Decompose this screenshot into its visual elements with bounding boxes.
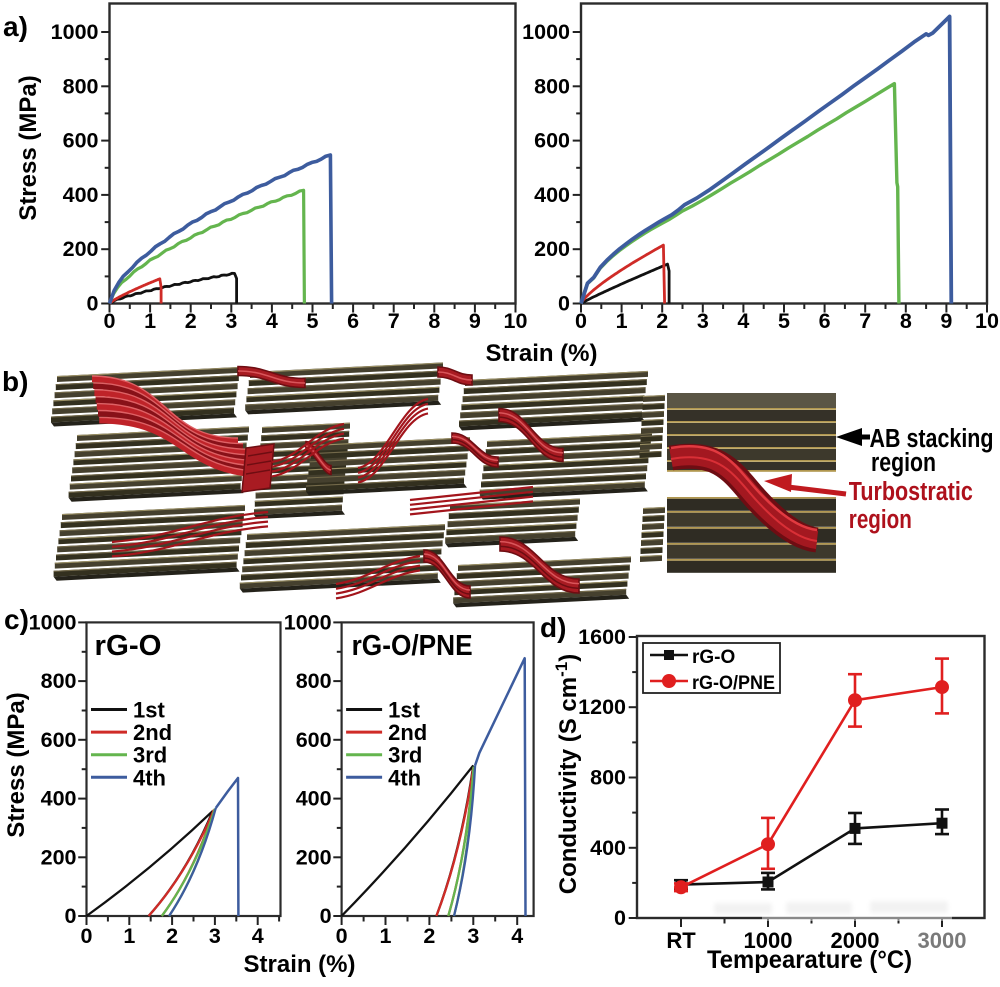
svg-text:10: 10 xyxy=(975,309,999,333)
svg-text:0: 0 xyxy=(87,292,99,316)
svg-text:600: 600 xyxy=(41,728,77,752)
svg-text:400: 400 xyxy=(590,836,626,860)
svg-text:5: 5 xyxy=(307,309,319,333)
svg-text:Strain (%): Strain (%) xyxy=(486,340,598,367)
svg-text:Turbostratic: Turbostratic xyxy=(849,478,973,506)
svg-text:200: 200 xyxy=(41,845,77,869)
svg-text:1000: 1000 xyxy=(29,610,77,634)
svg-text:200: 200 xyxy=(63,237,99,261)
svg-text:600: 600 xyxy=(296,728,332,752)
svg-text:Stress (MPa): Stress (MPa) xyxy=(3,692,30,837)
svg-text:3: 3 xyxy=(225,309,237,333)
svg-text:1: 1 xyxy=(380,924,392,948)
svg-text:2nd: 2nd xyxy=(133,720,172,745)
svg-text:400: 400 xyxy=(296,787,332,811)
svg-text:3: 3 xyxy=(697,309,709,333)
svg-text:2nd: 2nd xyxy=(388,720,427,745)
svg-text:b): b) xyxy=(2,366,28,397)
svg-text:a): a) xyxy=(3,11,28,42)
svg-text:0: 0 xyxy=(104,309,116,333)
svg-text:800: 800 xyxy=(590,766,626,790)
svg-text:2000: 2000 xyxy=(831,928,880,953)
svg-text:0: 0 xyxy=(558,292,570,316)
svg-text:5: 5 xyxy=(778,309,790,333)
svg-text:8: 8 xyxy=(428,309,440,333)
svg-text:rG-O: rG-O xyxy=(95,630,162,662)
svg-text:4: 4 xyxy=(511,924,523,948)
svg-text:10: 10 xyxy=(504,309,528,333)
svg-text:Conductivity (S cm-1): Conductivity (S cm-1) xyxy=(552,654,583,894)
svg-text:1200: 1200 xyxy=(578,695,626,719)
svg-text:8: 8 xyxy=(900,309,912,333)
svg-text:2: 2 xyxy=(185,309,197,333)
svg-text:7: 7 xyxy=(388,309,400,333)
svg-text:0: 0 xyxy=(81,924,93,948)
svg-text:3000: 3000 xyxy=(918,928,967,953)
svg-text:1: 1 xyxy=(144,309,156,333)
svg-text:3rd: 3rd xyxy=(388,743,422,768)
svg-text:400: 400 xyxy=(41,787,77,811)
svg-text:rG-O/PNE: rG-O/PNE xyxy=(352,630,473,662)
svg-text:800: 800 xyxy=(63,74,99,98)
svg-text:600: 600 xyxy=(63,129,99,153)
svg-text:0: 0 xyxy=(336,924,348,948)
svg-text:1: 1 xyxy=(123,924,135,948)
svg-text:800: 800 xyxy=(534,74,570,98)
svg-text:1600: 1600 xyxy=(578,625,626,649)
svg-text:1000: 1000 xyxy=(284,610,332,634)
svg-text:200: 200 xyxy=(296,845,332,869)
svg-text:400: 400 xyxy=(534,183,570,207)
svg-text:rG-O: rG-O xyxy=(692,647,735,668)
svg-text:0: 0 xyxy=(575,309,587,333)
svg-text:6: 6 xyxy=(347,309,359,333)
svg-text:3: 3 xyxy=(467,924,479,948)
svg-text:800: 800 xyxy=(41,669,77,693)
svg-text:1st: 1st xyxy=(133,698,165,723)
svg-text:1: 1 xyxy=(616,309,628,333)
svg-text:AB stacking: AB stacking xyxy=(870,425,994,453)
svg-text:1000: 1000 xyxy=(744,928,793,953)
svg-text:0: 0 xyxy=(614,906,626,930)
svg-text:rG-O/PNE: rG-O/PNE xyxy=(692,673,775,694)
svg-text:RT: RT xyxy=(666,928,696,953)
svg-text:4: 4 xyxy=(252,924,264,948)
svg-text:1st: 1st xyxy=(388,698,420,723)
svg-text:2: 2 xyxy=(423,924,435,948)
svg-text:1000: 1000 xyxy=(522,20,570,44)
svg-text:800: 800 xyxy=(296,669,332,693)
svg-text:3rd: 3rd xyxy=(133,743,167,768)
svg-text:400: 400 xyxy=(63,183,99,207)
svg-text:Strain (%): Strain (%) xyxy=(244,951,356,978)
svg-text:c): c) xyxy=(4,604,29,635)
svg-text:4: 4 xyxy=(737,309,749,333)
svg-text:0: 0 xyxy=(65,904,77,928)
svg-text:200: 200 xyxy=(534,237,570,261)
svg-text:7: 7 xyxy=(859,309,871,333)
svg-text:2: 2 xyxy=(166,924,178,948)
svg-text:9: 9 xyxy=(469,309,481,333)
svg-text:4: 4 xyxy=(266,309,278,333)
svg-text:4th: 4th xyxy=(133,765,166,790)
svg-text:d): d) xyxy=(540,612,566,643)
svg-text:600: 600 xyxy=(534,129,570,153)
svg-text:region: region xyxy=(849,506,912,534)
svg-text:0: 0 xyxy=(320,904,332,928)
svg-text:6: 6 xyxy=(819,309,831,333)
svg-text:Tempearature (°C): Tempearature (°C) xyxy=(707,946,912,974)
svg-text:1000: 1000 xyxy=(51,20,99,44)
svg-text:4th: 4th xyxy=(388,765,421,790)
svg-text:3: 3 xyxy=(209,924,221,948)
svg-text:Stress (MPa): Stress (MPa) xyxy=(15,75,42,220)
svg-text:region: region xyxy=(871,449,936,477)
svg-text:2: 2 xyxy=(656,309,668,333)
svg-text:9: 9 xyxy=(940,309,952,333)
